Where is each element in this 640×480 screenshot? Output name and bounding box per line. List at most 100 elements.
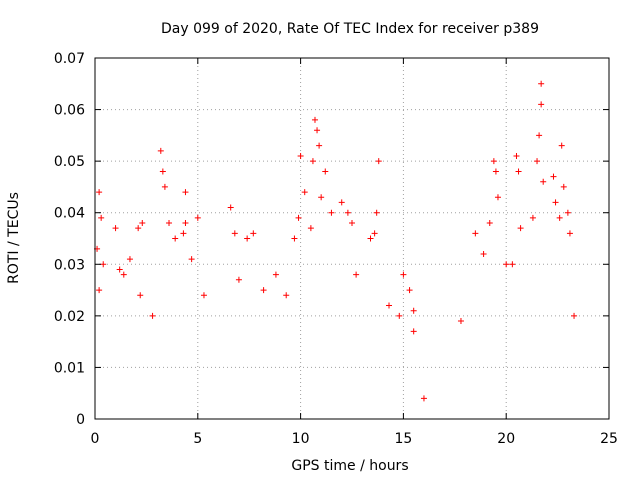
data-point (200, 292, 207, 299)
data-point (540, 178, 547, 185)
data-point (235, 276, 242, 283)
y-tick-label: 0 (76, 412, 85, 428)
data-point (272, 271, 279, 278)
x-tick-label: 15 (394, 431, 412, 447)
y-axis-label: ROTI / TECUs (6, 192, 22, 284)
data-point (316, 142, 323, 149)
data-point (486, 220, 493, 227)
data-point (472, 230, 479, 237)
data-point (490, 158, 497, 165)
plot-frame (94, 57, 610, 420)
data-point (307, 225, 314, 232)
data-point (509, 261, 516, 268)
data-point (406, 287, 413, 294)
y-tick-label: 0.04 (54, 206, 85, 222)
data-point (100, 261, 107, 268)
data-point (536, 132, 543, 139)
data-point (161, 183, 168, 190)
x-tick-label: 10 (292, 431, 310, 447)
axes: 0 5 10 15 20 25 0 0.01 0.02 0.03 0.04 0.05 0.06 0.07 (54, 51, 618, 447)
grid (95, 58, 609, 419)
data-point (566, 230, 573, 237)
data-point (314, 127, 321, 134)
data-point (517, 225, 524, 232)
data-point (513, 152, 520, 159)
data-point (180, 230, 187, 237)
data-point (291, 235, 298, 242)
data-point (182, 189, 189, 196)
data-point (344, 209, 351, 216)
data-point (503, 261, 510, 268)
data-point (194, 214, 201, 221)
data-point (560, 183, 567, 190)
data-point (231, 230, 238, 237)
data-point (120, 271, 127, 278)
data-point (227, 204, 234, 211)
data-point (126, 256, 133, 263)
data-point (96, 287, 103, 294)
data-point (318, 194, 325, 201)
data-point (112, 225, 119, 232)
data-point (538, 80, 545, 87)
data-point (172, 235, 179, 242)
data-point (371, 230, 378, 237)
data-point (137, 292, 144, 299)
data-point (188, 256, 195, 263)
data-point (338, 199, 345, 206)
data-point (182, 220, 189, 227)
y-tick-label: 0.03 (54, 257, 85, 273)
data-point (571, 312, 578, 319)
data-point (386, 302, 393, 309)
y-tick-label: 0.05 (54, 154, 85, 170)
data-point (529, 214, 536, 221)
data-point (283, 292, 290, 299)
y-tick-label: 0.07 (54, 51, 85, 67)
data-point (96, 189, 103, 196)
data-point (322, 168, 329, 175)
data-point (556, 214, 563, 221)
data-point (157, 147, 164, 154)
data-point (311, 116, 318, 123)
data-point (297, 152, 304, 159)
data-point (328, 209, 335, 216)
x-tick-label: 0 (91, 431, 100, 447)
data-point (492, 168, 499, 175)
data-point (552, 199, 559, 206)
data-point (116, 266, 123, 273)
data-point (166, 220, 173, 227)
x-tick-label: 5 (193, 431, 202, 447)
data-point (564, 209, 571, 216)
data-point (457, 318, 464, 325)
data-point (295, 214, 302, 221)
data-point (301, 189, 308, 196)
y-tick-label: 0.06 (54, 103, 85, 119)
x-tick-label: 25 (600, 431, 618, 447)
data-point (367, 235, 374, 242)
y-tick-label: 0.02 (54, 309, 85, 325)
data-point (494, 194, 501, 201)
data-point (159, 168, 166, 175)
data-point (420, 395, 427, 402)
data-point (538, 101, 545, 108)
data-point (400, 271, 407, 278)
data-point (349, 220, 355, 227)
data-point (244, 235, 251, 242)
x-axis-label: GPS time / hours (291, 458, 408, 474)
data-point (98, 214, 105, 221)
data-point (515, 168, 522, 175)
data-point (480, 250, 487, 257)
data-point (260, 287, 267, 294)
data-point (410, 307, 417, 314)
data-point (396, 312, 403, 319)
data-point (373, 209, 380, 216)
data-point (558, 142, 565, 149)
data-point (534, 158, 541, 165)
data-point (375, 158, 382, 165)
data-point (250, 230, 257, 237)
data-point (149, 312, 156, 319)
x-tick-label: 20 (497, 431, 515, 447)
data-point (135, 225, 142, 232)
data-point (410, 328, 417, 335)
data-point (139, 220, 146, 227)
